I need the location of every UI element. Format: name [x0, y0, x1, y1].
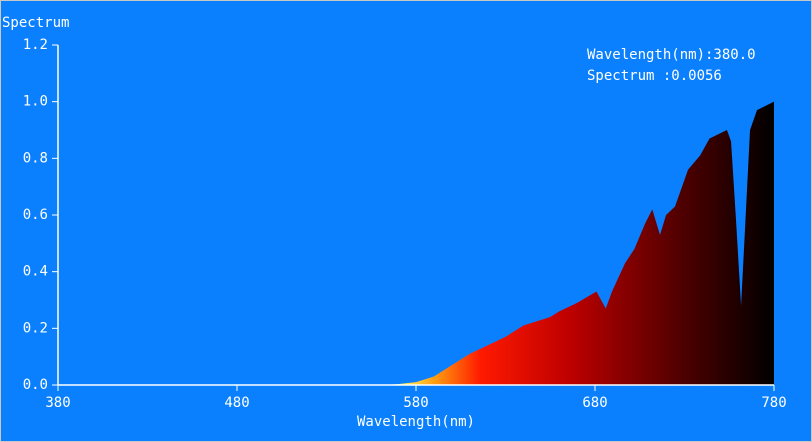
- y-tick-label: 1.2: [23, 37, 48, 53]
- x-tick-label: 580: [403, 395, 428, 411]
- y-tick-label: 0.2: [23, 320, 48, 336]
- cursor-spectrum: Spectrum :0.0056: [587, 68, 722, 84]
- y-axis-label: Spectrum: [2, 15, 69, 31]
- y-tick-label: 0.8: [23, 150, 48, 166]
- x-tick-label: 680: [582, 395, 607, 411]
- y-tick-label: 1.0: [23, 94, 48, 110]
- x-axis-label: Wavelength(nm): [357, 414, 475, 430]
- y-tick-label: 0.6: [23, 207, 48, 223]
- x-tick-label: 780: [761, 395, 786, 411]
- cursor-wavelength: Wavelength(nm):380.0: [587, 47, 756, 63]
- x-tick-label: 380: [45, 395, 70, 411]
- spectrum-area: [58, 101, 774, 386]
- x-tick-label: 480: [224, 395, 249, 411]
- y-tick-label: 0.0: [23, 377, 48, 393]
- y-tick-label: 0.4: [23, 264, 48, 280]
